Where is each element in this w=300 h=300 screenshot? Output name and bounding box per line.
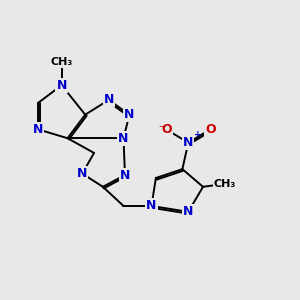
Text: N: N <box>56 79 67 92</box>
Text: CH₃: CH₃ <box>214 179 236 189</box>
Text: +: + <box>194 130 201 139</box>
Text: O: O <box>205 123 216 136</box>
Text: N: N <box>120 169 130 182</box>
Text: N: N <box>146 200 157 212</box>
Text: N: N <box>77 167 88 180</box>
Text: ⁻: ⁻ <box>159 124 164 134</box>
Text: N: N <box>118 132 129 145</box>
Text: O: O <box>161 123 172 136</box>
Text: N: N <box>183 136 194 149</box>
Text: CH₃: CH₃ <box>50 57 73 67</box>
Text: N: N <box>183 205 194 218</box>
Text: N: N <box>103 93 114 106</box>
Text: N: N <box>33 123 43 136</box>
Text: N: N <box>124 108 135 121</box>
